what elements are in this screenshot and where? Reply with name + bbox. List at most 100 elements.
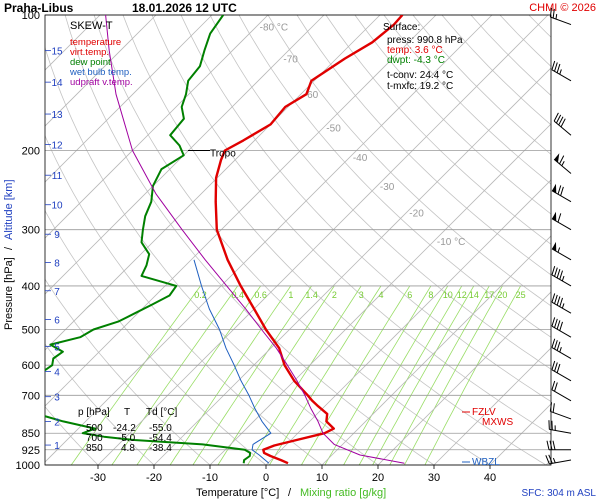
series-dew-point <box>45 15 252 464</box>
surface-tmxfc: t-mxfc: 19.2 °C <box>387 81 453 92</box>
xlabel-mixing: Mixing ratio [g/kg] <box>300 487 386 499</box>
isotherm-line <box>45 15 493 463</box>
wind-barb <box>551 293 572 314</box>
isotherm-label: -30 <box>380 182 395 193</box>
wind-barb <box>551 265 572 287</box>
mixing-ratio-label: 0.6 <box>254 290 267 300</box>
wind-barb <box>551 380 572 402</box>
table-cell: 4.8 <box>121 443 135 454</box>
wind-barb <box>546 440 571 451</box>
isotherm-labels: -80 °C -70 -60 -50 -40 -30 -20 -10 °C <box>260 22 466 248</box>
ylabel-pressure: Pressure [hPa] <box>3 257 15 330</box>
isotherm-line <box>265 179 551 465</box>
wind-barb <box>553 153 572 174</box>
isotherm-label: -50 <box>326 124 341 135</box>
mixing-ratio-label: 0.4 <box>231 290 244 300</box>
pressure-tick-label: 500 <box>22 325 40 337</box>
isotherm-label: -20 <box>409 209 424 220</box>
legend: SKEW-T temperature virt.temp. dew point … <box>69 20 133 88</box>
table-cell: 700 <box>86 433 103 444</box>
mixing-ratio-label: 8 <box>428 290 433 300</box>
wind-barb <box>551 60 572 82</box>
wind-barb <box>545 454 572 465</box>
pressure-tick-label: 400 <box>22 281 40 293</box>
mxws-label: MXWS <box>482 417 513 428</box>
mixing-ratio-labels: 0.2 0.4 0.6 1 1.4 2 3 4 6 8 10 12 14 17 20 25 <box>194 290 525 300</box>
fzlv-label: FZLV <box>472 407 496 418</box>
dry-adiabat <box>354 15 551 215</box>
table-cell: -24.2 <box>113 423 136 434</box>
wind-barb <box>553 112 572 136</box>
level-table: p [hPa] T Td [°C] 500 -24.2 -55.0 700 -5… <box>78 407 177 454</box>
temp-tick-label: 40 <box>484 472 496 484</box>
series-wet-bulb-temp <box>193 259 272 464</box>
wind-barb <box>551 360 572 382</box>
surface-info: Surface: press: 990.8 hPa temp: 3.6 °C d… <box>383 22 463 92</box>
legend-title: SKEW-T <box>70 20 113 32</box>
altitude-tick-label: 12 <box>51 141 63 152</box>
pressure-tick-label: 850 <box>22 428 40 440</box>
dry-adiabat <box>238 15 551 338</box>
altitude-tick-label: 14 <box>51 78 63 89</box>
isotherm-line <box>153 67 551 465</box>
mixing-ratio-label: 14 <box>469 290 479 300</box>
altitude-tick-label: 9 <box>54 230 60 241</box>
table-cell: 500 <box>86 423 103 434</box>
isotherm-line <box>45 15 157 127</box>
pressure-tick-label: 700 <box>22 390 40 402</box>
plot-frame <box>44 14 552 466</box>
surface-title: Surface: <box>383 22 420 33</box>
dry-adiabat <box>296 15 551 276</box>
wind-barb <box>551 338 572 359</box>
surface-temp: temp: 3.6 °C <box>387 45 443 56</box>
altitude-tick-label: 1 <box>54 441 60 452</box>
altitude-tick-label: 6 <box>54 316 60 327</box>
wind-barb <box>551 211 572 231</box>
ylabel-sep: / <box>3 246 15 250</box>
isotherm-label: -70 <box>283 55 298 66</box>
copyright: CHMI © 2026 <box>529 2 596 14</box>
pressure-tick-label: 300 <box>22 225 40 237</box>
altitude-tick-label: 3 <box>54 393 60 404</box>
wind-barb <box>549 7 572 26</box>
altitude-tick-label: 7 <box>54 287 60 298</box>
xlabel-sep: / <box>288 487 292 499</box>
isotherm-line <box>45 15 213 183</box>
mixing-ratio-label: 1 <box>288 290 293 300</box>
isotherm-label: -80 °C <box>260 22 288 33</box>
table-cell: -38.4 <box>149 443 172 454</box>
altitude-tick-label: 15 <box>51 47 63 58</box>
pressure-tick-label: 1000 <box>16 460 40 472</box>
wbzl-label: WBZL <box>472 457 500 468</box>
isotherm-label: -60 <box>304 90 319 101</box>
legend-wet-bulb: wet bulb temp. <box>69 67 132 78</box>
dry-adiabat <box>267 15 551 307</box>
isotherm-line <box>45 15 269 239</box>
wind-barb <box>551 241 572 261</box>
altitude-tick-label: 8 <box>54 259 60 270</box>
altitude-tick-label: 4 <box>54 368 60 379</box>
altitude-tick-label: 2 <box>54 417 60 428</box>
isotherm-line <box>433 347 551 465</box>
datetime-title: 18.01.2026 12 UTC <box>132 1 237 15</box>
xlabel-temperature: Temperature [°C] <box>196 487 279 499</box>
dry-adiabat <box>180 15 551 402</box>
pressure-tick-label: 925 <box>22 445 40 457</box>
table-cell: 850 <box>86 443 103 454</box>
legend-dew-point: dew point <box>70 57 111 68</box>
legend-updraft: udpraft v.temp. <box>70 77 133 88</box>
temp-tick-label: 20 <box>372 472 384 484</box>
mixing-ratio-label: 20 <box>497 290 507 300</box>
sfc-label: SFC: 304 m ASL <box>522 488 597 499</box>
mixing-ratio-label: 2 <box>332 290 337 300</box>
mixing-ratio-label: 17 <box>484 290 494 300</box>
pressure-ticks: 100 200 300 400 500 600 700 850 925 1000 <box>16 10 40 472</box>
isotherm-line <box>377 291 551 465</box>
ylabel-altitude: Altitude [km] <box>3 179 15 240</box>
table-cell: -5.0 <box>118 433 136 444</box>
surface-dwpt: dwpt: -4.3 °C <box>387 55 445 66</box>
series-temperature <box>214 15 404 465</box>
